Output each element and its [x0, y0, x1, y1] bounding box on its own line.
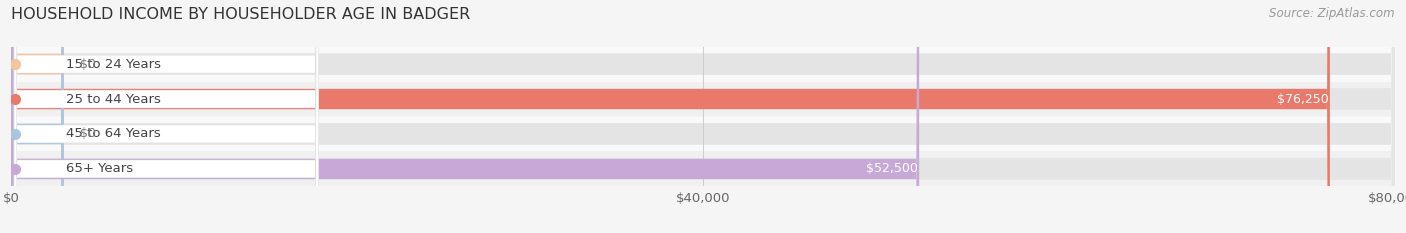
Bar — [11, 116, 1395, 151]
Text: 25 to 44 Years: 25 to 44 Years — [66, 93, 160, 106]
Text: $0: $0 — [80, 58, 97, 71]
Bar — [11, 82, 1395, 116]
FancyBboxPatch shape — [11, 0, 1395, 233]
Bar — [11, 47, 1395, 82]
Text: 65+ Years: 65+ Years — [66, 162, 134, 175]
FancyBboxPatch shape — [11, 0, 1395, 233]
FancyBboxPatch shape — [14, 0, 318, 233]
FancyBboxPatch shape — [14, 0, 318, 233]
Text: Source: ZipAtlas.com: Source: ZipAtlas.com — [1270, 7, 1395, 20]
FancyBboxPatch shape — [11, 0, 1395, 233]
Text: 45 to 64 Years: 45 to 64 Years — [66, 127, 160, 140]
FancyBboxPatch shape — [11, 0, 63, 233]
Text: $52,500: $52,500 — [866, 162, 918, 175]
Text: HOUSEHOLD INCOME BY HOUSEHOLDER AGE IN BADGER: HOUSEHOLD INCOME BY HOUSEHOLDER AGE IN B… — [11, 7, 471, 22]
FancyBboxPatch shape — [11, 0, 1330, 233]
FancyBboxPatch shape — [11, 0, 1395, 233]
FancyBboxPatch shape — [14, 0, 318, 233]
FancyBboxPatch shape — [11, 0, 920, 233]
FancyBboxPatch shape — [14, 0, 318, 233]
Text: 15 to 24 Years: 15 to 24 Years — [66, 58, 160, 71]
Bar — [11, 151, 1395, 186]
Text: $76,250: $76,250 — [1277, 93, 1329, 106]
Text: $0: $0 — [80, 127, 97, 140]
FancyBboxPatch shape — [11, 0, 63, 233]
